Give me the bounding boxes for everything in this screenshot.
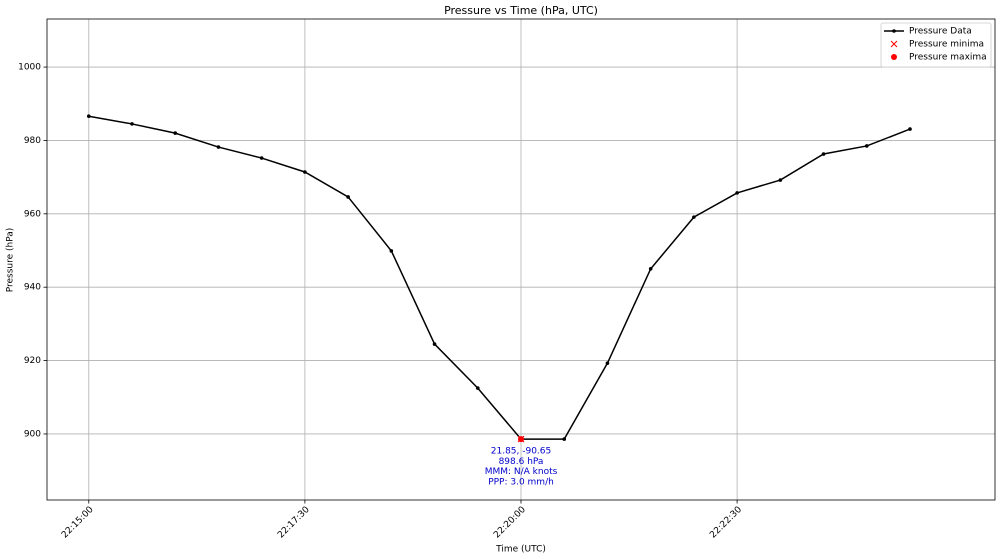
point <box>864 144 869 148</box>
point <box>130 122 134 126</box>
plot-frame <box>46 18 996 501</box>
x-axis-label: Time (UTC) <box>495 545 546 555</box>
legend-label: Pressure maxima <box>909 53 987 63</box>
y-axis-label: Pressure (hPa) <box>6 228 16 293</box>
point <box>648 267 653 271</box>
data-line <box>88 115 911 440</box>
annotation: PPP: 3.0 mm/h <box>488 477 554 487</box>
y-tick-label: 960 <box>24 209 41 219</box>
point <box>562 437 567 441</box>
point <box>432 342 437 346</box>
y-tick-label: 1000 <box>18 63 41 73</box>
y-tick-label: 920 <box>24 356 41 366</box>
point <box>216 145 221 149</box>
y-tick-label: 940 <box>24 283 41 293</box>
legend-label: Pressure Data <box>909 27 972 37</box>
point <box>173 131 178 135</box>
annotation: MMM: N/A knots <box>485 467 558 477</box>
y-tick-label: 900 <box>24 429 41 439</box>
point <box>86 114 91 119</box>
x-tick-label: 22:22:30 <box>708 505 744 541</box>
y-tick-label: 980 <box>24 136 41 146</box>
point <box>692 215 696 219</box>
point <box>605 361 610 365</box>
point <box>735 191 739 195</box>
x-tick-label: 22:15:00 <box>60 505 96 541</box>
maxima-marker <box>891 54 897 60</box>
x-stroke <box>890 40 898 48</box>
point <box>778 178 783 182</box>
point <box>389 249 394 253</box>
legend: Pressure Data Pressure minima Pressure max… <box>880 22 992 68</box>
point <box>821 152 826 156</box>
point <box>303 170 307 174</box>
legend-box <box>880 22 992 68</box>
annotation: 21.85, -90.65 <box>491 447 552 457</box>
annotation: 898.6 hPa <box>499 457 544 467</box>
point <box>908 127 912 131</box>
point <box>892 29 896 33</box>
maxima-marker <box>518 436 524 443</box>
minima-marker <box>890 40 898 48</box>
chart-title: Pressure vs Time (hPa, UTC) <box>444 4 598 17</box>
x-tick-label: 22:17:30 <box>276 505 312 541</box>
point <box>346 195 350 199</box>
legend-label: Pressure minima <box>909 40 984 50</box>
point <box>475 386 480 390</box>
point <box>259 156 264 160</box>
x-tick-label: 22:20:00 <box>492 505 528 541</box>
